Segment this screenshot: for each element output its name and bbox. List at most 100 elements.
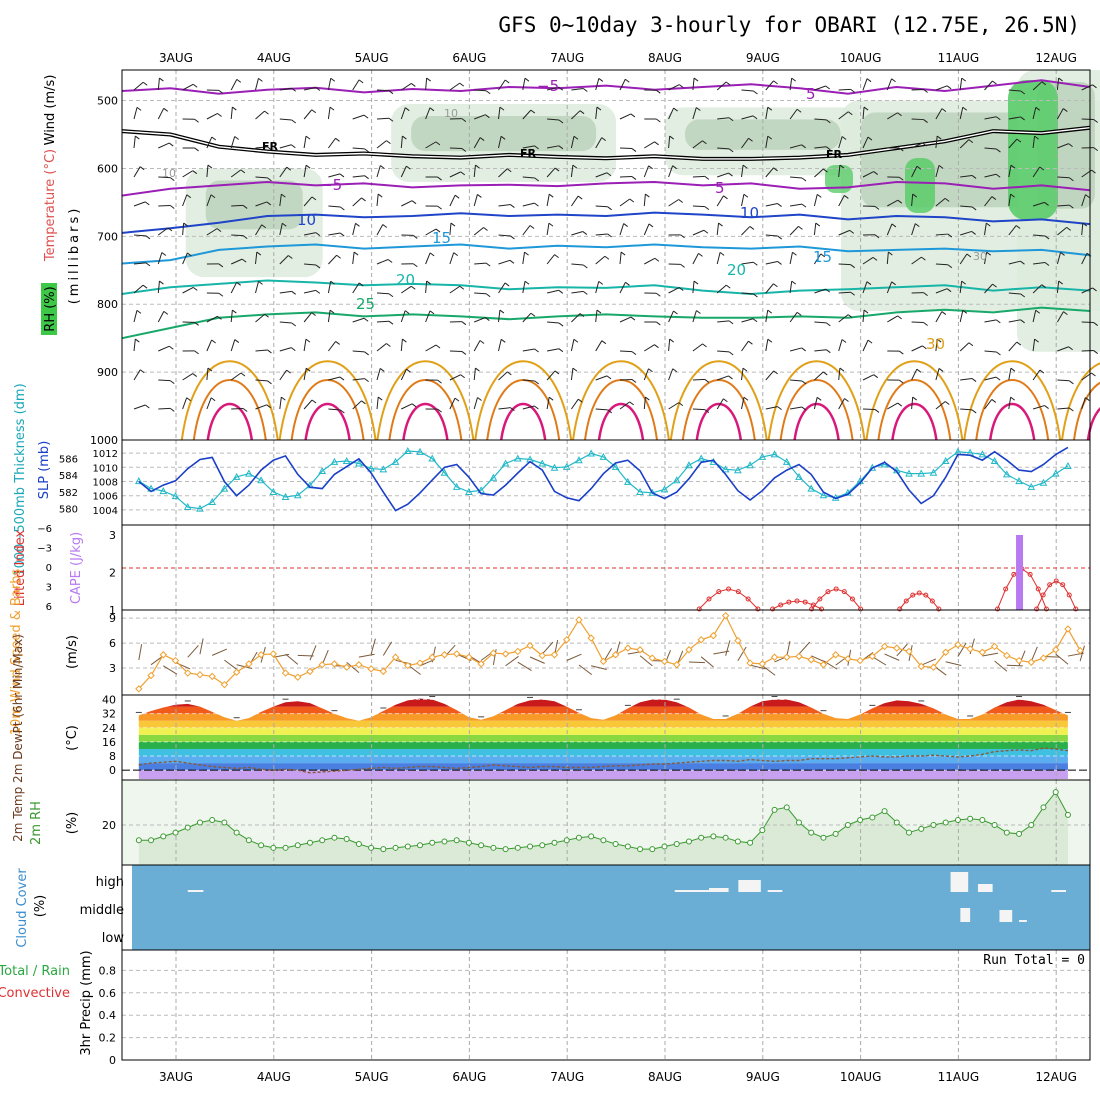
wind-barb	[353, 223, 356, 235]
wind-barb	[644, 345, 654, 351]
slp-tick-label: 1006	[93, 492, 118, 503]
wind-barb	[596, 256, 605, 264]
wind-barb-flag	[673, 311, 677, 314]
wind-barb-flag	[427, 78, 431, 81]
wind-barb-flag	[505, 283, 509, 286]
wind-barb-flag	[137, 107, 141, 110]
wind-barb-flag	[412, 404, 416, 407]
wind-barb-flag	[380, 368, 384, 371]
wind-barb	[377, 293, 389, 294]
wind-barb-flag	[874, 375, 878, 378]
wind10m-barb	[689, 662, 705, 663]
wind-barb-flag	[140, 370, 144, 373]
wind-barb-flag	[583, 265, 587, 268]
wind-barb-flag	[778, 407, 782, 410]
wind10m-barb	[542, 642, 553, 654]
thickness-tick-label: 582	[59, 488, 78, 499]
wind-barb-flag	[137, 310, 141, 313]
wind-barb	[1009, 342, 1017, 351]
wind-barb-flag	[412, 201, 416, 204]
rh-point	[246, 838, 251, 843]
wind-barb-flag	[1069, 408, 1073, 411]
pressure-tick-label: 800	[97, 298, 118, 311]
wind-barb	[717, 351, 729, 352]
wind-barb-flag	[704, 230, 708, 233]
wind-barb	[742, 226, 750, 235]
wind-barb-flag	[694, 78, 698, 81]
hot-isotherm-arch	[403, 404, 447, 440]
wind-barb-flag	[355, 223, 359, 226]
wind-barb	[256, 78, 259, 90]
wind-barb-flag	[501, 339, 505, 342]
wind-barb-flag	[898, 316, 902, 319]
wind-barb	[328, 377, 340, 380]
cloud-bar-high	[738, 880, 760, 892]
li-tick-label: −3	[37, 544, 52, 555]
wind-barb-flag	[135, 136, 139, 139]
wind-barb	[207, 113, 218, 119]
wind-barb-flag	[525, 281, 529, 284]
temp-tick-label: 32	[102, 708, 116, 721]
rh-point	[1017, 831, 1022, 836]
wind-barb	[499, 260, 510, 264]
wind-barb	[620, 379, 632, 380]
wind-barb-flag	[193, 374, 197, 377]
wind-barb	[693, 311, 697, 322]
top-day-label: 10AUG	[840, 51, 882, 65]
wind-barb-flag	[972, 410, 976, 413]
wind-barb	[158, 205, 170, 206]
rh-axis-label: RH (%)	[43, 286, 58, 331]
wind-barb-flag	[656, 322, 660, 325]
wind-barb-flag	[621, 252, 625, 255]
hot-isotherm-arch	[683, 380, 755, 440]
temp-band	[122, 714, 1090, 721]
wind-barb-flag	[753, 91, 757, 94]
wind-barb-flag	[312, 110, 316, 113]
wind-barb-flag	[992, 399, 996, 402]
wind-barb-flag	[486, 91, 490, 94]
rh-point	[1004, 830, 1009, 835]
wind-barb	[377, 344, 386, 351]
wind-barb-flag	[748, 341, 752, 344]
wind-barb-flag	[169, 143, 173, 146]
rh-point	[907, 830, 912, 835]
temperature-axis-label: Temperature (°C)	[43, 149, 58, 262]
wind-barb	[499, 310, 500, 322]
wind-barb	[693, 281, 694, 293]
wind-barb-flag	[913, 397, 917, 400]
wind10m-point	[283, 670, 289, 676]
wind10m-point	[772, 654, 778, 660]
rh-point	[479, 843, 484, 848]
wind-barb-flag	[340, 207, 344, 210]
wind-barb-flag	[193, 84, 197, 87]
wind-barb	[353, 351, 365, 352]
rh-point	[197, 820, 202, 825]
wind-barb-flag	[460, 286, 464, 289]
wind-barb-flag	[696, 311, 700, 314]
rh-unit: (%)	[65, 812, 80, 835]
rh-point	[686, 839, 691, 844]
wind-barb	[571, 399, 578, 409]
wind-barb	[571, 339, 574, 351]
wind-barb	[158, 346, 169, 351]
wind-barb-flag	[306, 136, 310, 139]
contour-label: 30	[926, 335, 945, 353]
wind-barb	[863, 79, 867, 90]
wind-barb-flag	[306, 165, 310, 168]
wind-barb	[669, 369, 673, 380]
cloud-bar-high	[709, 888, 729, 892]
wind-barb-flag	[1091, 373, 1095, 376]
wind-barb	[231, 340, 235, 351]
wind-barb	[620, 199, 630, 206]
rh-point	[271, 845, 276, 850]
rh-point	[919, 826, 924, 831]
wind10m-point	[197, 672, 203, 678]
wind-barb-flag	[383, 224, 387, 227]
wind-barb	[523, 203, 535, 206]
rh-point	[601, 838, 606, 843]
wind-barb-flag	[219, 293, 223, 296]
rh-point	[185, 825, 190, 830]
cloud-level-label: high	[96, 875, 124, 890]
wind-barb-flag	[237, 79, 241, 82]
wind-barb	[1009, 368, 1011, 380]
